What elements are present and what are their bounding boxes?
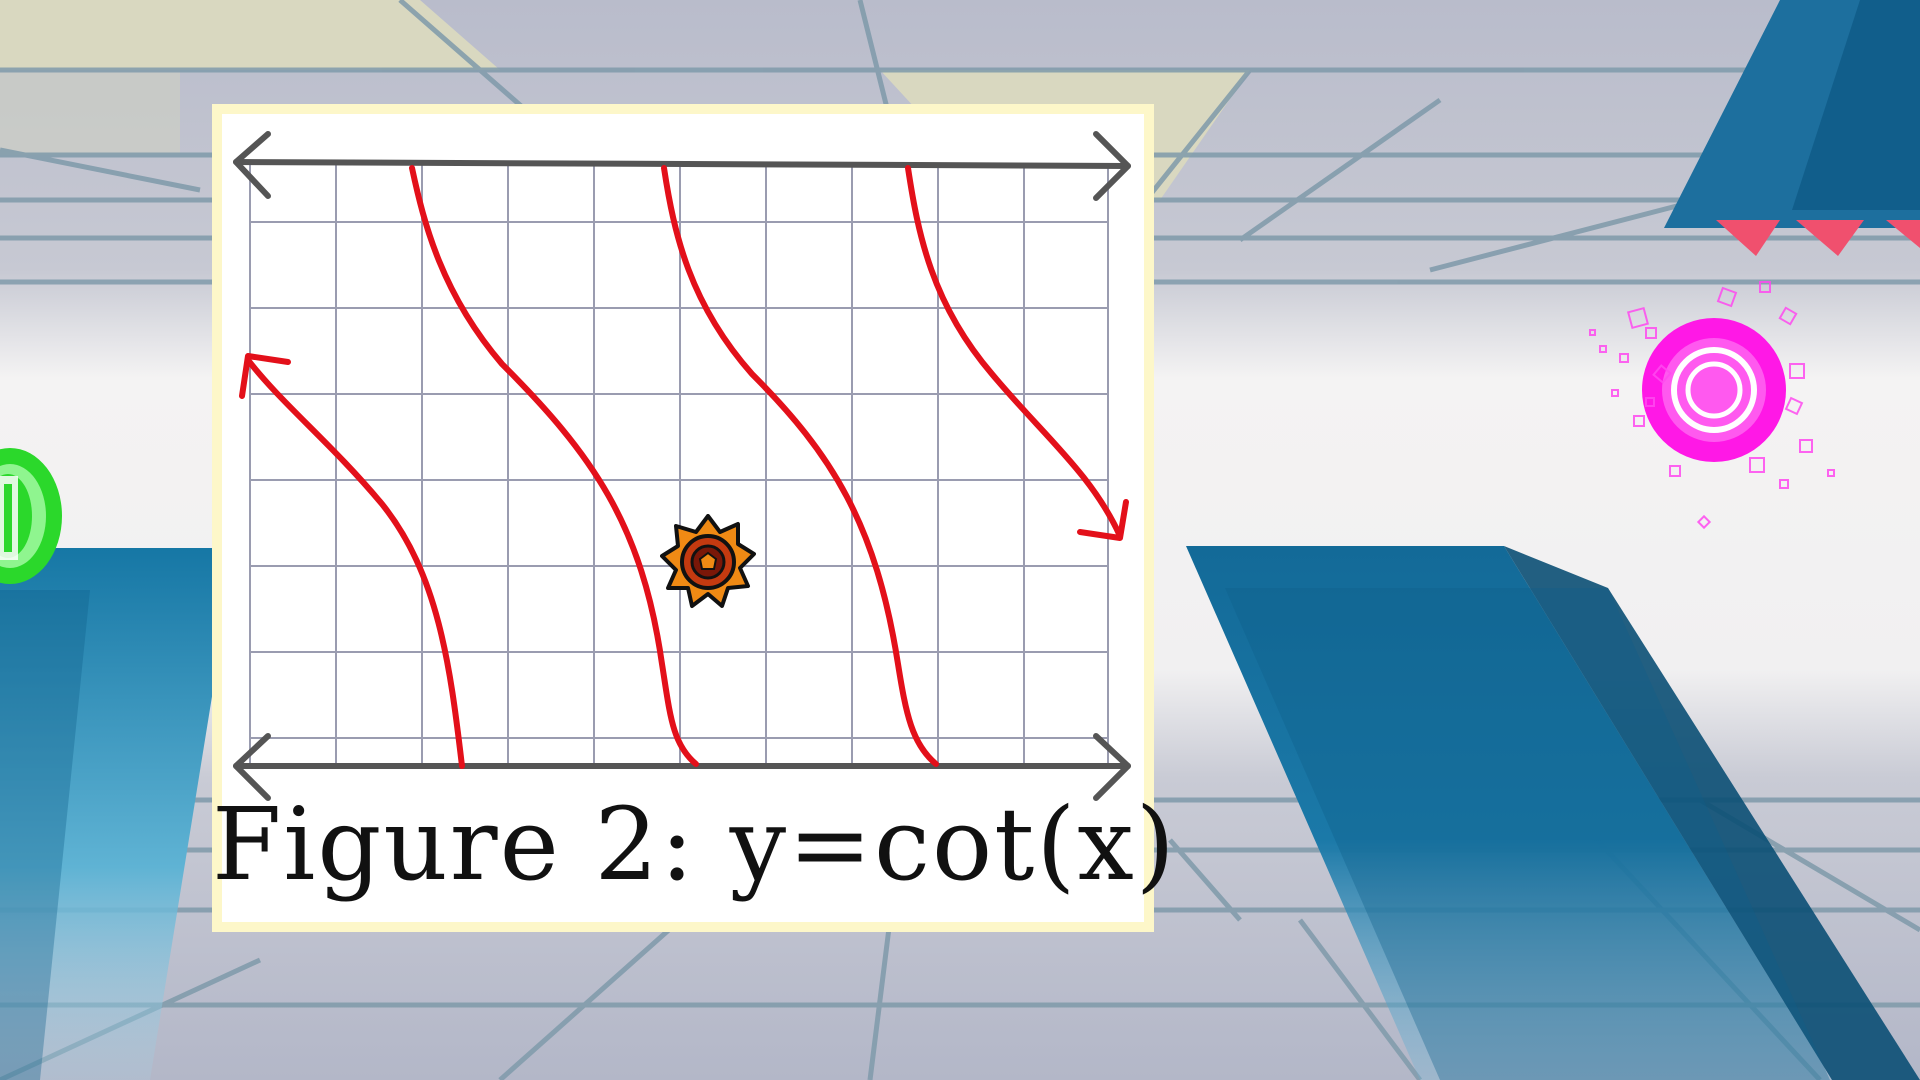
platform-left bbox=[0, 548, 236, 1080]
left-arrow-icon bbox=[233, 131, 271, 199]
ceiling-panel bbox=[0, 0, 500, 70]
right-arrow-icon bbox=[1093, 733, 1131, 801]
cot-branch-3 bbox=[661, 165, 939, 767]
sawblade-player-icon[interactable] bbox=[660, 514, 756, 610]
curve-arrow-up-left-icon bbox=[239, 353, 291, 399]
left-arrow-icon bbox=[233, 733, 271, 801]
cot-branch-2 bbox=[409, 165, 699, 767]
cot-branch-4 bbox=[905, 165, 1123, 539]
spike bbox=[1716, 220, 1780, 256]
right-arrow-icon bbox=[1093, 131, 1131, 201]
figure-caption: Figure 2: y=cot(x) bbox=[212, 786, 1177, 903]
pink-jump-orb-icon[interactable] bbox=[1560, 270, 1860, 530]
spike-row bbox=[1716, 220, 1920, 256]
bottom-axis bbox=[233, 733, 1131, 801]
top-axis bbox=[233, 131, 1131, 201]
cot-curves bbox=[239, 165, 1129, 769]
spike bbox=[1886, 220, 1920, 248]
green-gravity-portal-icon bbox=[0, 448, 62, 584]
curve-arrow-down-right-icon bbox=[1077, 499, 1129, 541]
platform-right bbox=[1186, 546, 1832, 1080]
cot-graph bbox=[233, 131, 1131, 801]
spike bbox=[1796, 220, 1864, 256]
orb-particles bbox=[1589, 281, 1835, 530]
platform-right-side bbox=[1504, 546, 1920, 1080]
figure-card: Figure 2: y=cot(x) bbox=[212, 104, 1177, 932]
graph-grid bbox=[249, 164, 1109, 766]
cot-branch-1 bbox=[245, 357, 465, 769]
